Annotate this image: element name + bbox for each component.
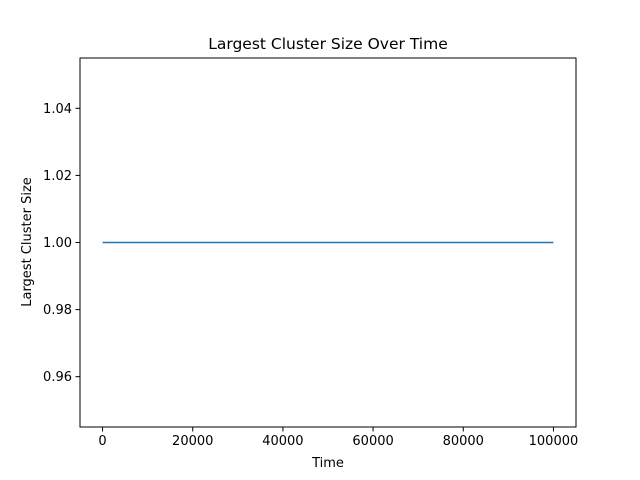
y-tick-label: 1.02 (43, 169, 72, 184)
x-tick-label: 80000 (443, 434, 484, 449)
x-axis-label: Time (311, 456, 344, 471)
y-tick-label: 0.96 (43, 370, 72, 385)
y-axis: 0.96 0.98 1.00 1.02 1.04 (43, 102, 80, 385)
x-axis: 0 20000 40000 60000 80000 100000 (98, 427, 578, 449)
y-tick-label: 0.98 (43, 303, 72, 318)
y-tick-label: 1.00 (43, 236, 72, 251)
y-axis-label: Largest Cluster Size (20, 177, 35, 307)
x-tick-label: 20000 (172, 434, 213, 449)
y-tick-label: 1.04 (43, 102, 72, 117)
x-tick-label: 0 (98, 434, 106, 449)
chart-title: Largest Cluster Size Over Time (208, 35, 448, 53)
x-tick-label: 60000 (352, 434, 393, 449)
x-tick-label: 40000 (262, 434, 303, 449)
x-tick-label: 100000 (529, 434, 579, 449)
